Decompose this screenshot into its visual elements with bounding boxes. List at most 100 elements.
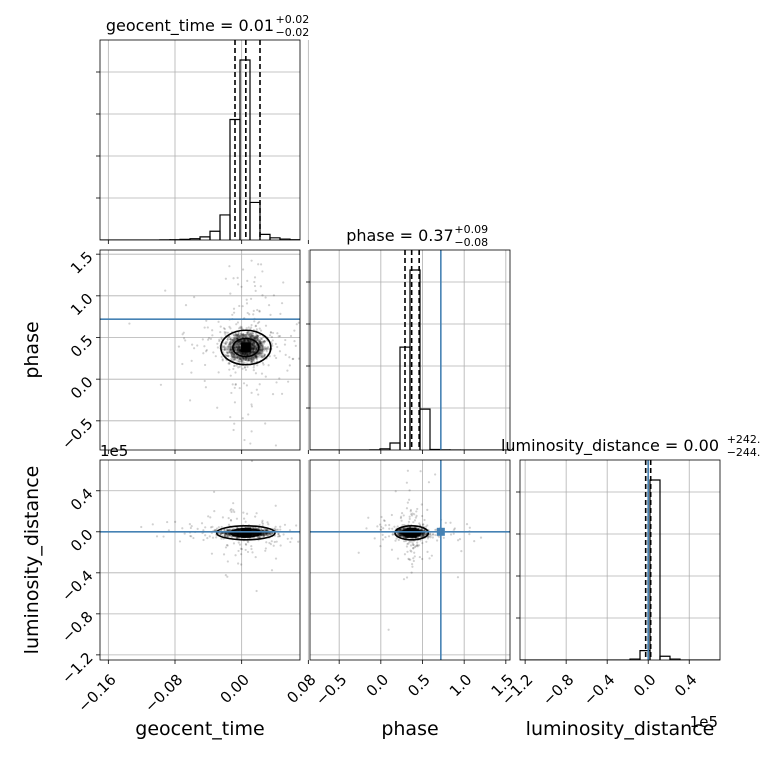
density-peak — [406, 527, 417, 538]
scatter-point — [242, 357, 245, 360]
scatter-point — [239, 352, 242, 355]
scatter-point — [252, 348, 255, 351]
scatter-point — [229, 528, 232, 531]
scatter-point — [317, 563, 319, 565]
scatter-point — [246, 550, 250, 554]
scatter-point — [418, 522, 421, 525]
scatter-point — [202, 529, 205, 532]
scatter-point — [209, 516, 212, 519]
scatter-point — [237, 350, 240, 353]
scatter-point — [234, 346, 237, 349]
scatter-point — [267, 303, 271, 307]
scatter-point — [253, 341, 256, 344]
scatter-point — [287, 380, 290, 383]
scatter-point — [217, 371, 220, 374]
scatter-point — [244, 368, 248, 372]
scatter-point — [400, 519, 403, 522]
scatter-point — [227, 535, 230, 538]
scatter-point — [387, 628, 390, 631]
scatter-point — [241, 357, 245, 360]
scatter-point — [249, 335, 252, 338]
panel-luminosity_distance-vs-phase — [309, 459, 511, 664]
scatter-point — [278, 350, 282, 353]
y-offset-text-luminosity_distance: 1e5 — [100, 442, 128, 460]
scatter-point — [235, 517, 239, 520]
scatter-point — [245, 335, 248, 338]
scatter-point — [253, 344, 256, 347]
scatter-point — [252, 359, 255, 362]
y-axis-label-luminosity_distance: luminosity_distance — [21, 466, 43, 655]
scatter-point — [419, 539, 422, 542]
scatter-point — [254, 324, 258, 327]
scatter-point — [229, 351, 232, 354]
scatter-point — [259, 351, 262, 355]
scatter-point — [384, 536, 387, 539]
scatter-point — [238, 350, 241, 353]
scatter-point — [258, 351, 261, 354]
x-tick-label-luminosity_distance: −0.8 — [539, 671, 577, 709]
scatter-point — [250, 391, 253, 394]
scatter-point — [383, 519, 386, 523]
scatter-point — [259, 285, 262, 288]
scatter-point — [260, 344, 263, 347]
scatter-point — [258, 383, 261, 386]
scatter-point — [431, 536, 434, 539]
scatter-point — [254, 354, 258, 357]
scatter-point — [432, 533, 435, 536]
scatter-point — [205, 348, 208, 352]
scatter-point — [245, 339, 248, 342]
scatter-point — [233, 348, 236, 351]
scatter-point — [241, 333, 244, 336]
scatter-point — [238, 360, 241, 363]
scatter-point — [238, 341, 241, 344]
scatter-point — [265, 532, 268, 535]
scatter-point — [268, 533, 271, 536]
scatter-point — [258, 535, 261, 539]
scatter-point — [251, 532, 254, 535]
scatter-point — [234, 532, 238, 536]
scatter-point — [231, 355, 234, 358]
scatter-point — [226, 354, 229, 357]
scatter-point — [420, 535, 424, 538]
scatter-point — [237, 532, 240, 535]
scatter-point — [256, 322, 260, 325]
scatter-point — [416, 532, 419, 535]
scatter-point — [250, 532, 253, 535]
scatter-point — [241, 367, 244, 370]
scatter-point — [249, 358, 253, 361]
scatter-point — [254, 355, 257, 358]
scatter-point — [236, 283, 240, 286]
scatter-point — [422, 529, 426, 532]
scatter-point — [402, 527, 405, 531]
scatter-point — [468, 533, 471, 536]
scatter-point — [262, 533, 265, 536]
scatter-point — [286, 369, 289, 372]
y-tick-label-luminosity_distance: −1.2 — [58, 649, 96, 687]
scatter-point — [226, 528, 229, 531]
scatter-point — [245, 352, 248, 355]
scatter-point — [402, 527, 405, 530]
scatter-point — [238, 349, 241, 353]
scatter-point — [211, 525, 214, 529]
panel-frame — [309, 249, 511, 451]
scatter-point — [229, 345, 232, 348]
scatter-point — [405, 481, 408, 484]
scatter-point — [403, 523, 406, 527]
scatter-point — [237, 340, 240, 343]
scatter-point — [405, 545, 409, 548]
scatter-point — [174, 520, 177, 523]
scatter-point — [257, 536, 260, 539]
scatter-point — [248, 359, 251, 362]
scatter-point — [234, 532, 237, 535]
scatter-point — [247, 340, 250, 343]
scatter-point — [289, 334, 293, 338]
scatter-point — [254, 532, 257, 535]
scatter-point — [252, 526, 255, 529]
scatter-point — [421, 534, 425, 537]
scatter-point — [242, 339, 246, 343]
scatter-point — [232, 356, 235, 359]
scatter-point — [257, 532, 260, 535]
scatter-point — [230, 353, 233, 356]
scatter-point — [253, 341, 256, 344]
